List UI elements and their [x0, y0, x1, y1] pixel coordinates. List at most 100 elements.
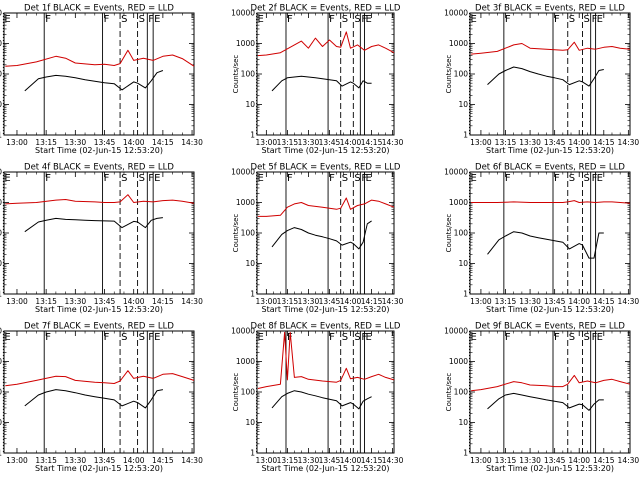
x-tick-label: 13:30 — [519, 138, 541, 147]
panel-title: Det 5f BLACK = Events, RED = LLD — [251, 163, 401, 173]
x-tick-label: 13:45 — [319, 297, 341, 306]
x-tick-label: 13:45 — [319, 138, 341, 147]
y-tick-label: 100 — [241, 229, 256, 238]
marker-label: S — [139, 14, 145, 25]
x-tick-label: 14:00 — [340, 138, 362, 147]
marker-label: F — [592, 14, 598, 25]
series-line-lld — [471, 374, 631, 392]
x-tick-label: 13:00 — [6, 456, 28, 465]
y-tick-label: 1000 — [449, 39, 468, 48]
x-tick-label: 13:30 — [298, 297, 320, 306]
x-tick-label: 14:00 — [123, 297, 145, 306]
x-axis-label: Start Time (02-Jun-15 12:53:20) — [35, 305, 163, 314]
y-tick-label: 1 — [0, 290, 2, 299]
marker-label: E — [470, 14, 476, 25]
y-tick-label: 100 — [0, 388, 2, 397]
marker-label: F — [505, 173, 511, 184]
y-tick-label: 100 — [241, 388, 256, 397]
x-tick-label: 13:00 — [256, 138, 278, 147]
x-tick-label: 13:00 — [256, 456, 278, 465]
x-tick-label: 13:15 — [35, 138, 57, 147]
marker-label: S — [569, 173, 575, 184]
plot-frame — [3, 330, 195, 454]
x-tick-label: 14:15 — [593, 297, 615, 306]
x-tick-label: 13:30 — [65, 456, 87, 465]
x-tick-label: 14:30 — [618, 138, 640, 147]
plot-frame — [256, 330, 395, 454]
plot-frame — [3, 12, 195, 136]
plot-frame — [3, 171, 195, 295]
y-tick-label: 10000 — [444, 168, 468, 177]
panel-9: Det 9f BLACK = Events, RED = LLD 1 10 100 10… — [444, 322, 639, 474]
series-line-lld — [5, 370, 195, 387]
marker-label: E — [4, 332, 10, 343]
panel-title: Det 7f BLACK = Events, RED = LLD — [24, 322, 174, 332]
series-line-events — [24, 217, 163, 233]
x-tick-label: 13:15 — [35, 297, 57, 306]
y-tick-label: 1 — [0, 449, 2, 458]
marker-label: S — [354, 332, 360, 343]
x-tick-label: 14:30 — [618, 456, 640, 465]
marker-label: S — [121, 173, 127, 184]
y-tick-label: 100 — [454, 229, 469, 238]
x-tick-label: 14:30 — [181, 138, 203, 147]
series-line-events — [487, 231, 604, 259]
marker-label: F — [148, 173, 154, 184]
x-tick-label: 13:15 — [495, 297, 517, 306]
x-axis-label: Start Time (02-Jun-15 12:53:20) — [486, 464, 614, 473]
marker-label: E — [154, 14, 160, 25]
marker-label: E — [154, 332, 160, 343]
y-tick-label: 10 — [458, 259, 468, 268]
y-tick-label: 100 — [241, 70, 256, 79]
x-tick-label: 14:00 — [568, 456, 590, 465]
plot-frame — [469, 330, 631, 454]
x-tick-label: 13:15 — [277, 297, 299, 306]
marker-label: S — [342, 332, 348, 343]
marker-label: F — [45, 332, 51, 343]
x-tick-label: 14:15 — [593, 456, 615, 465]
y-axis-label: Counts/sec — [445, 55, 453, 94]
marker-label: F — [554, 14, 560, 25]
marker-label: S — [342, 173, 348, 184]
marker-label: E — [154, 173, 160, 184]
y-axis-label: Counts/sec — [232, 214, 240, 253]
marker-label: F — [104, 332, 110, 343]
x-tick-label: 14:15 — [152, 138, 174, 147]
x-tick-label: 14:30 — [382, 456, 404, 465]
marker-label: F — [554, 173, 560, 184]
y-tick-label: 1000 — [0, 39, 2, 48]
series-line-lld — [5, 49, 195, 67]
y-tick-label: 1 — [463, 449, 468, 458]
series-line-events — [487, 392, 604, 411]
x-tick-label: 14:15 — [152, 297, 174, 306]
marker-label: S — [354, 173, 360, 184]
plot-frame — [256, 171, 395, 295]
x-tick-label: 13:00 — [470, 138, 492, 147]
marker-label: F — [505, 332, 511, 343]
y-tick-label: 1000 — [236, 198, 255, 207]
x-tick-label: 14:00 — [123, 456, 145, 465]
y-tick-label: 1000 — [0, 357, 2, 366]
panel-1: Det 1f BLACK = Events, RED = LLD 1 10 100 10… — [0, 4, 203, 156]
series-line-lld — [257, 197, 395, 217]
x-tick-label: 14:30 — [181, 297, 203, 306]
y-tick-label: 10 — [245, 100, 255, 109]
y-tick-label: 10000 — [0, 327, 2, 336]
y-tick-label: 1000 — [0, 198, 2, 207]
x-tick-label: 14:30 — [382, 297, 404, 306]
y-tick-label: 1000 — [236, 357, 255, 366]
panel-3: Det 3f BLACK = Events, RED = LLD 1 10 100 10… — [444, 4, 639, 156]
marker-label: S — [583, 173, 589, 184]
marker-label: S — [583, 14, 589, 25]
x-tick-label: 13:45 — [544, 456, 566, 465]
x-tick-label: 13:30 — [519, 456, 541, 465]
marker-label: S — [139, 173, 145, 184]
x-tick-label: 13:00 — [6, 297, 28, 306]
series-line-events — [271, 390, 372, 410]
marker-label: F — [329, 332, 335, 343]
marker-label: F — [287, 173, 293, 184]
marker-label: F — [592, 332, 598, 343]
marker-label: F — [329, 14, 335, 25]
x-tick-label: 14:00 — [568, 138, 590, 147]
